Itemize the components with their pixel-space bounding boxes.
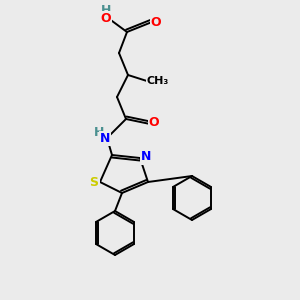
Text: CH₃: CH₃ bbox=[147, 76, 169, 86]
Text: H: H bbox=[101, 4, 111, 16]
Text: O: O bbox=[149, 116, 159, 130]
Text: N: N bbox=[100, 131, 110, 145]
Text: O: O bbox=[101, 11, 111, 25]
Text: O: O bbox=[151, 16, 161, 28]
Text: N: N bbox=[141, 151, 151, 164]
Text: S: S bbox=[89, 176, 98, 188]
Text: H: H bbox=[94, 125, 104, 139]
